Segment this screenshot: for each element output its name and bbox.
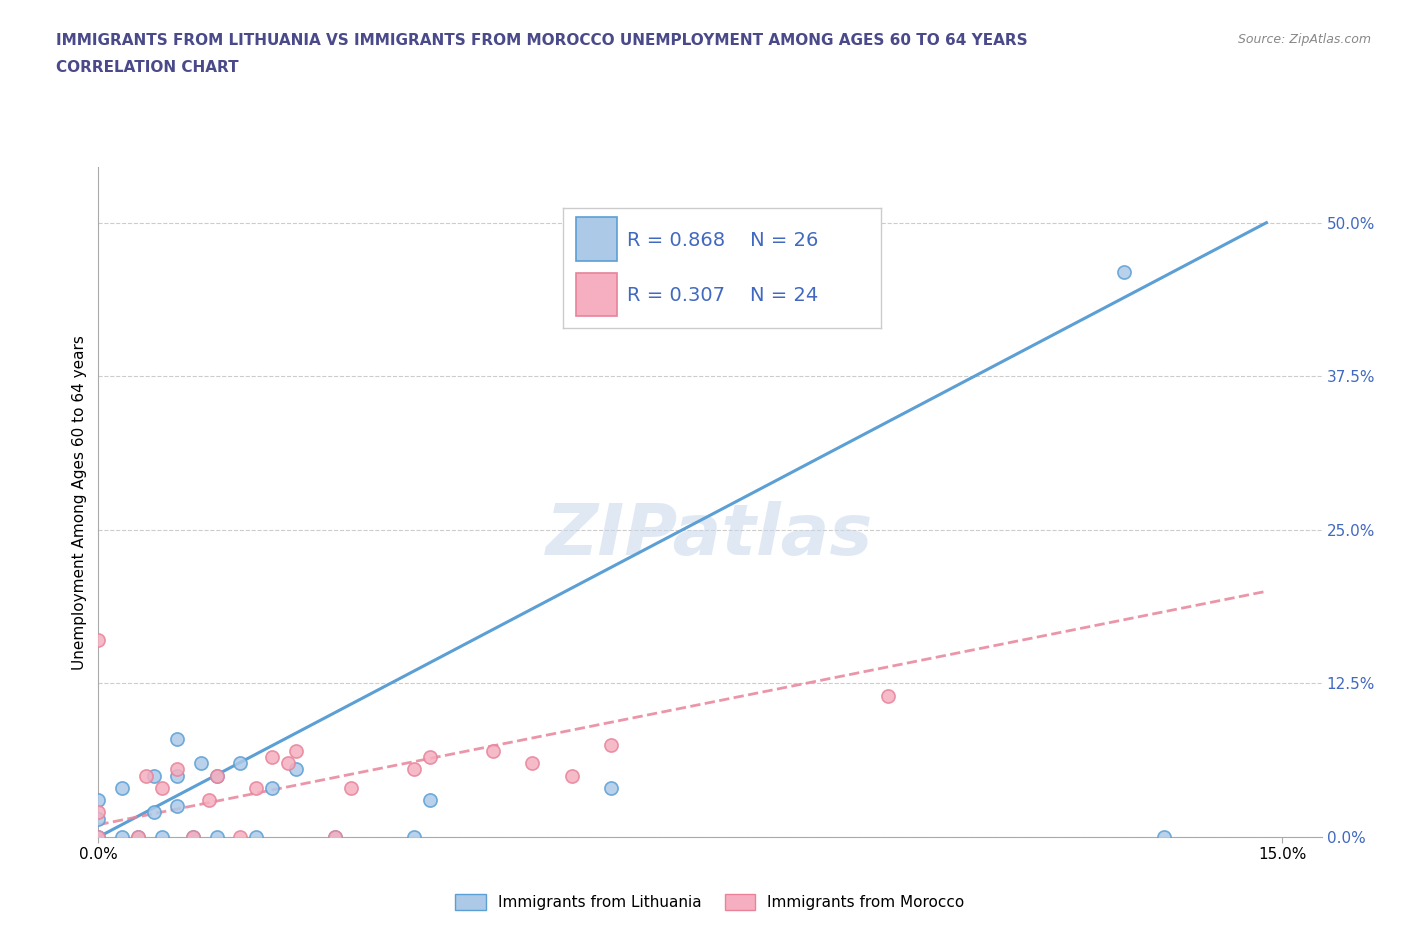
Point	[323, 830, 346, 844]
Point	[166, 799, 188, 814]
Point	[87, 830, 110, 844]
Point	[181, 830, 204, 844]
Point	[404, 830, 426, 844]
Point	[142, 805, 165, 820]
Point	[876, 688, 898, 703]
Point	[482, 744, 505, 759]
Point	[111, 830, 134, 844]
Point	[229, 756, 252, 771]
Point	[135, 768, 157, 783]
Point	[561, 768, 583, 783]
Point	[205, 768, 228, 783]
Point	[277, 756, 299, 771]
Point	[87, 830, 110, 844]
Point	[205, 768, 228, 783]
Point	[419, 792, 441, 807]
Legend: Immigrants from Lithuania, Immigrants from Morocco: Immigrants from Lithuania, Immigrants fr…	[450, 888, 970, 916]
Point	[87, 633, 110, 648]
Text: CORRELATION CHART: CORRELATION CHART	[56, 60, 239, 75]
Point	[190, 756, 212, 771]
Point	[340, 780, 363, 795]
Point	[284, 744, 307, 759]
Point	[260, 780, 283, 795]
Point	[600, 780, 623, 795]
Point	[1114, 264, 1136, 279]
Point	[127, 830, 149, 844]
Point	[87, 811, 110, 826]
Point	[323, 830, 346, 844]
Point	[166, 731, 188, 746]
Bar	[576, 272, 617, 316]
Point	[142, 768, 165, 783]
Text: R = 0.868    N = 26: R = 0.868 N = 26	[627, 231, 818, 249]
Point	[198, 792, 221, 807]
Point	[111, 780, 134, 795]
Point	[245, 780, 267, 795]
Y-axis label: Unemployment Among Ages 60 to 64 years: Unemployment Among Ages 60 to 64 years	[72, 335, 87, 670]
Point	[229, 830, 252, 844]
Point	[127, 830, 149, 844]
Point	[150, 830, 173, 844]
Point	[260, 750, 283, 764]
Point	[419, 750, 441, 764]
Text: R = 0.307    N = 24: R = 0.307 N = 24	[627, 286, 818, 305]
Point	[205, 830, 228, 844]
Text: Source: ZipAtlas.com: Source: ZipAtlas.com	[1237, 33, 1371, 46]
Point	[522, 756, 544, 771]
Bar	[576, 218, 617, 260]
Point	[87, 792, 110, 807]
Point	[284, 762, 307, 777]
Point	[150, 780, 173, 795]
Text: IMMIGRANTS FROM LITHUANIA VS IMMIGRANTS FROM MOROCCO UNEMPLOYMENT AMONG AGES 60 : IMMIGRANTS FROM LITHUANIA VS IMMIGRANTS …	[56, 33, 1028, 47]
Text: ZIPatlas: ZIPatlas	[547, 501, 873, 570]
Point	[404, 762, 426, 777]
Point	[245, 830, 267, 844]
Point	[166, 762, 188, 777]
Point	[87, 805, 110, 820]
Point	[1153, 830, 1175, 844]
Point	[600, 737, 623, 752]
Point	[166, 768, 188, 783]
Point	[181, 830, 204, 844]
